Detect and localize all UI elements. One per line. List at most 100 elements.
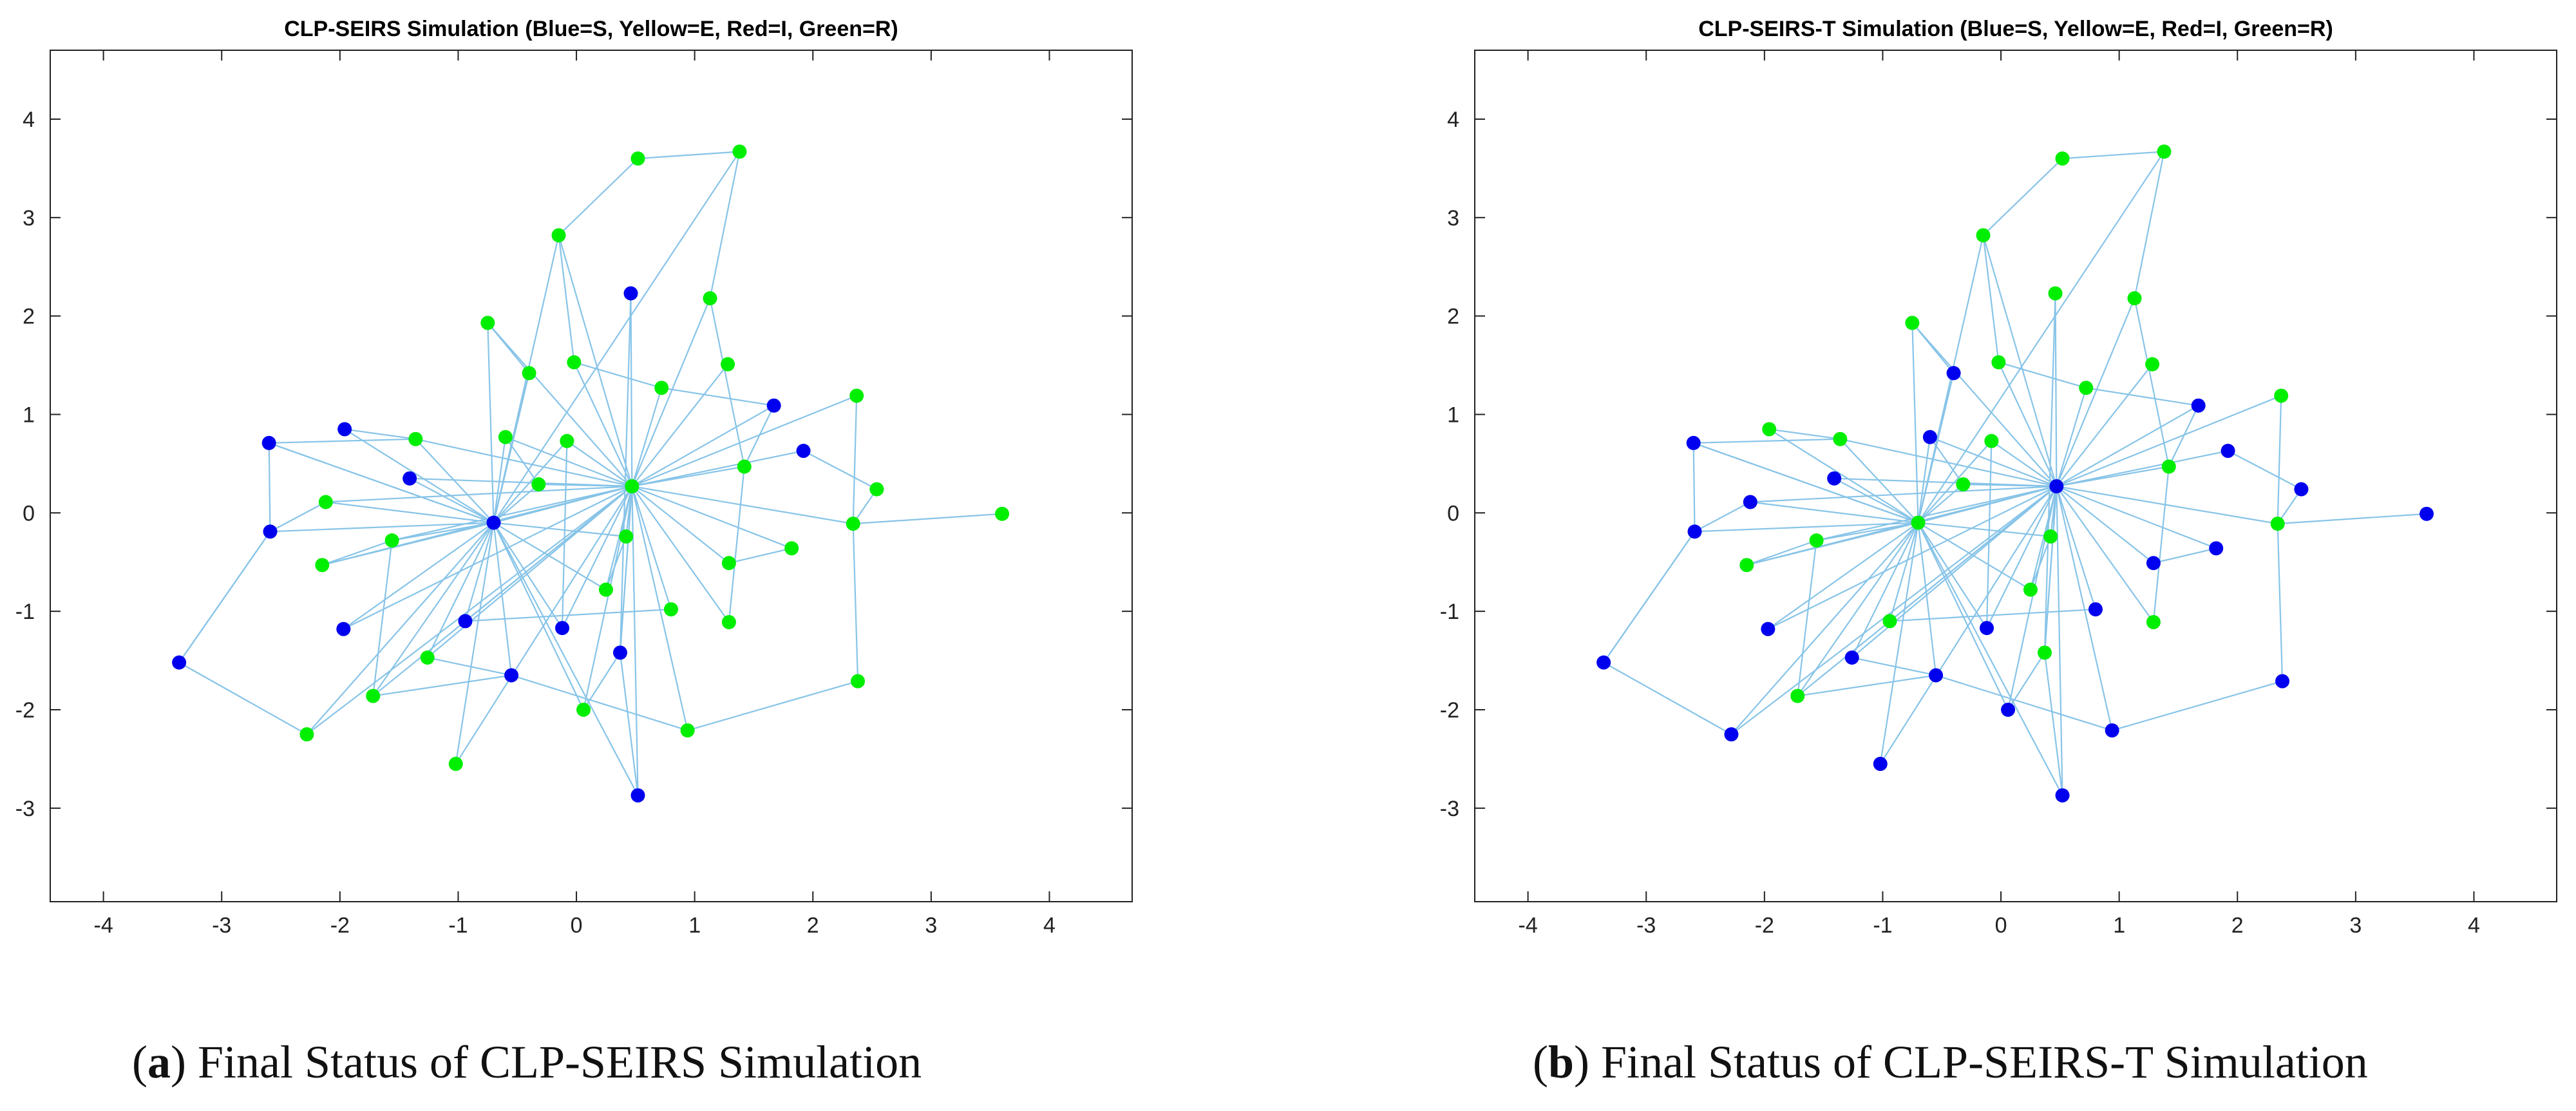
network-edge <box>1879 486 2058 764</box>
network-edge <box>852 524 859 681</box>
network-edge <box>631 486 688 731</box>
network-edge <box>619 486 633 653</box>
node-susceptible <box>2209 541 2224 556</box>
network-edge <box>2056 404 2199 488</box>
network-edge <box>409 477 495 524</box>
network-edge <box>631 486 730 623</box>
node-recovered <box>1739 558 1754 573</box>
network-edge <box>1986 486 2058 629</box>
network-edge <box>631 363 728 487</box>
network-edge <box>1889 608 2096 622</box>
network-edge <box>1998 362 2058 487</box>
y-tick-label: -3 <box>15 797 35 821</box>
caption-b-text: Final Status of CLP-SEIRS-T Simulation <box>1589 1036 2368 1088</box>
y-tick-label: 0 <box>23 501 35 526</box>
x-tick-label: 0 <box>571 913 583 938</box>
network-edge <box>415 438 495 524</box>
network-edge <box>1839 438 1919 524</box>
node-recovered <box>732 144 747 159</box>
network-edge <box>1935 674 2112 732</box>
network-edge <box>1746 540 1817 566</box>
network-edge <box>2134 151 2165 299</box>
node-susceptible <box>1946 366 1961 381</box>
network-edge <box>1797 540 1817 696</box>
network-edge <box>1917 522 2063 796</box>
network-edge <box>178 661 307 736</box>
network-edge <box>728 466 745 623</box>
network-edge <box>566 440 632 487</box>
node-susceptible <box>261 435 276 450</box>
network-edge <box>1797 522 1919 697</box>
network-edge <box>2056 485 2278 525</box>
node-susceptible <box>2001 702 2016 717</box>
network-edge <box>1851 522 1919 658</box>
network-edge <box>2062 151 2164 160</box>
network-edge <box>1918 485 2057 524</box>
x-tick-label: -2 <box>330 913 350 938</box>
node-susceptible <box>1929 668 1944 683</box>
node-recovered <box>2146 614 2161 629</box>
node-recovered <box>448 757 463 772</box>
node-susceptible <box>1873 757 1888 772</box>
node-susceptible <box>402 471 417 486</box>
caption-a-open: ( <box>132 1036 147 1088</box>
node-recovered <box>851 674 866 688</box>
node-susceptible <box>2055 788 2070 802</box>
node-susceptible <box>337 422 352 437</box>
x-tick-label: -1 <box>1873 913 1892 938</box>
network-edge <box>427 656 512 676</box>
node-recovered <box>1984 433 1999 448</box>
y-tick-label: -2 <box>1440 698 1459 723</box>
network-edge <box>573 362 633 487</box>
node-recovered <box>2079 381 2094 395</box>
network-edge <box>1911 323 1919 523</box>
x-tick-label: -4 <box>94 913 113 938</box>
node-susceptible <box>766 398 781 413</box>
node-recovered <box>2274 388 2289 403</box>
x-tick-label: 1 <box>2113 913 2125 938</box>
network-edge <box>1911 322 1955 374</box>
y-tick-label: 2 <box>1447 305 1459 329</box>
node-recovered <box>318 495 333 509</box>
axes-box <box>50 50 1133 902</box>
network-edge <box>631 395 857 488</box>
network-edge <box>1694 522 1918 533</box>
network-edge <box>631 486 672 610</box>
node-recovered <box>625 479 639 494</box>
node-recovered <box>2145 357 2160 372</box>
node-recovered <box>2023 582 2038 597</box>
network-edge <box>630 293 633 487</box>
x-tick-label: 4 <box>2468 913 2480 938</box>
nodes <box>1596 144 2434 802</box>
node-recovered <box>2161 459 2176 474</box>
network-edge <box>2056 298 2136 487</box>
node-recovered <box>315 558 330 573</box>
x-tick-label: 2 <box>807 913 819 938</box>
y-tick-label: 4 <box>1447 108 1459 132</box>
node-recovered <box>2055 151 2070 166</box>
node-recovered <box>498 430 513 444</box>
network-edge <box>1816 522 1918 542</box>
network-edge <box>619 293 632 653</box>
network-edge <box>1963 483 2057 488</box>
network-edge <box>2277 524 2284 681</box>
network-edge <box>709 298 745 467</box>
network-edge <box>558 235 633 487</box>
network-edge <box>2056 486 2217 549</box>
network-edge <box>631 387 663 487</box>
network-edge <box>270 522 494 533</box>
axes-box <box>1474 50 2557 902</box>
network-edge <box>2153 547 2217 564</box>
caption-b-letter: b <box>1548 1036 1575 1088</box>
node-recovered <box>1833 432 1848 446</box>
node-susceptible <box>2088 602 2103 617</box>
chart-title: CLP-SEIRS Simulation (Blue=S, Yellow=E, … <box>284 17 898 41</box>
node-recovered <box>2127 291 2142 306</box>
network-edge <box>343 522 495 630</box>
network-edge <box>1750 501 1918 524</box>
network-edge <box>1797 486 2058 697</box>
node-recovered <box>663 602 678 617</box>
network-edge <box>1851 486 2058 658</box>
caption-b: (b) Final Status of CLP-SEIRS-T Simulati… <box>1533 1036 2368 1089</box>
